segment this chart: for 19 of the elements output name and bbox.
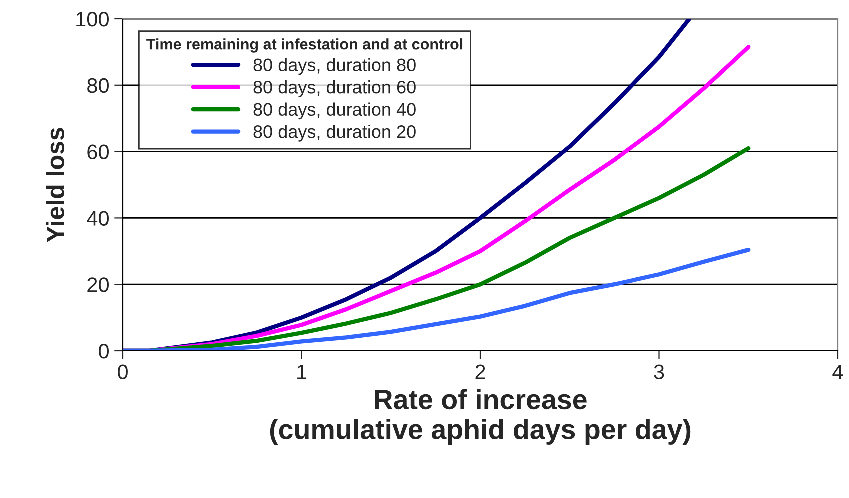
legend-label: 80 days, duration 80 bbox=[254, 58, 416, 76]
legend-label: 80 days, duration 40 bbox=[254, 102, 416, 120]
line-series bbox=[123, 248, 751, 351]
y-axis-title: Yield loss bbox=[46, 128, 65, 242]
x-tick-label: 4 bbox=[832, 364, 844, 380]
x-tick-label: 1 bbox=[298, 364, 307, 380]
y-tick-label: 100 bbox=[76, 12, 109, 27]
y-tick-label: 40 bbox=[87, 211, 109, 226]
x-tick-label: 3 bbox=[654, 364, 664, 380]
y-tick-label: 80 bbox=[88, 78, 109, 94]
x-axis-title: Rate of increase (cumulative aphid days per day) bbox=[270, 389, 691, 445]
y-tick-label: 20 bbox=[88, 278, 109, 292]
legend-label: 80 days, duration 20 bbox=[254, 125, 416, 142]
x-tick-label: 0 bbox=[118, 364, 128, 380]
x-tick-label: 2 bbox=[476, 364, 486, 380]
y-tick-label: 0 bbox=[99, 344, 109, 359]
y-tick-label: 60 bbox=[88, 144, 109, 160]
legend-title: Time remaining at infestation and at control bbox=[146, 38, 463, 53]
legend-label: 80 days, duration 60 bbox=[254, 80, 416, 98]
